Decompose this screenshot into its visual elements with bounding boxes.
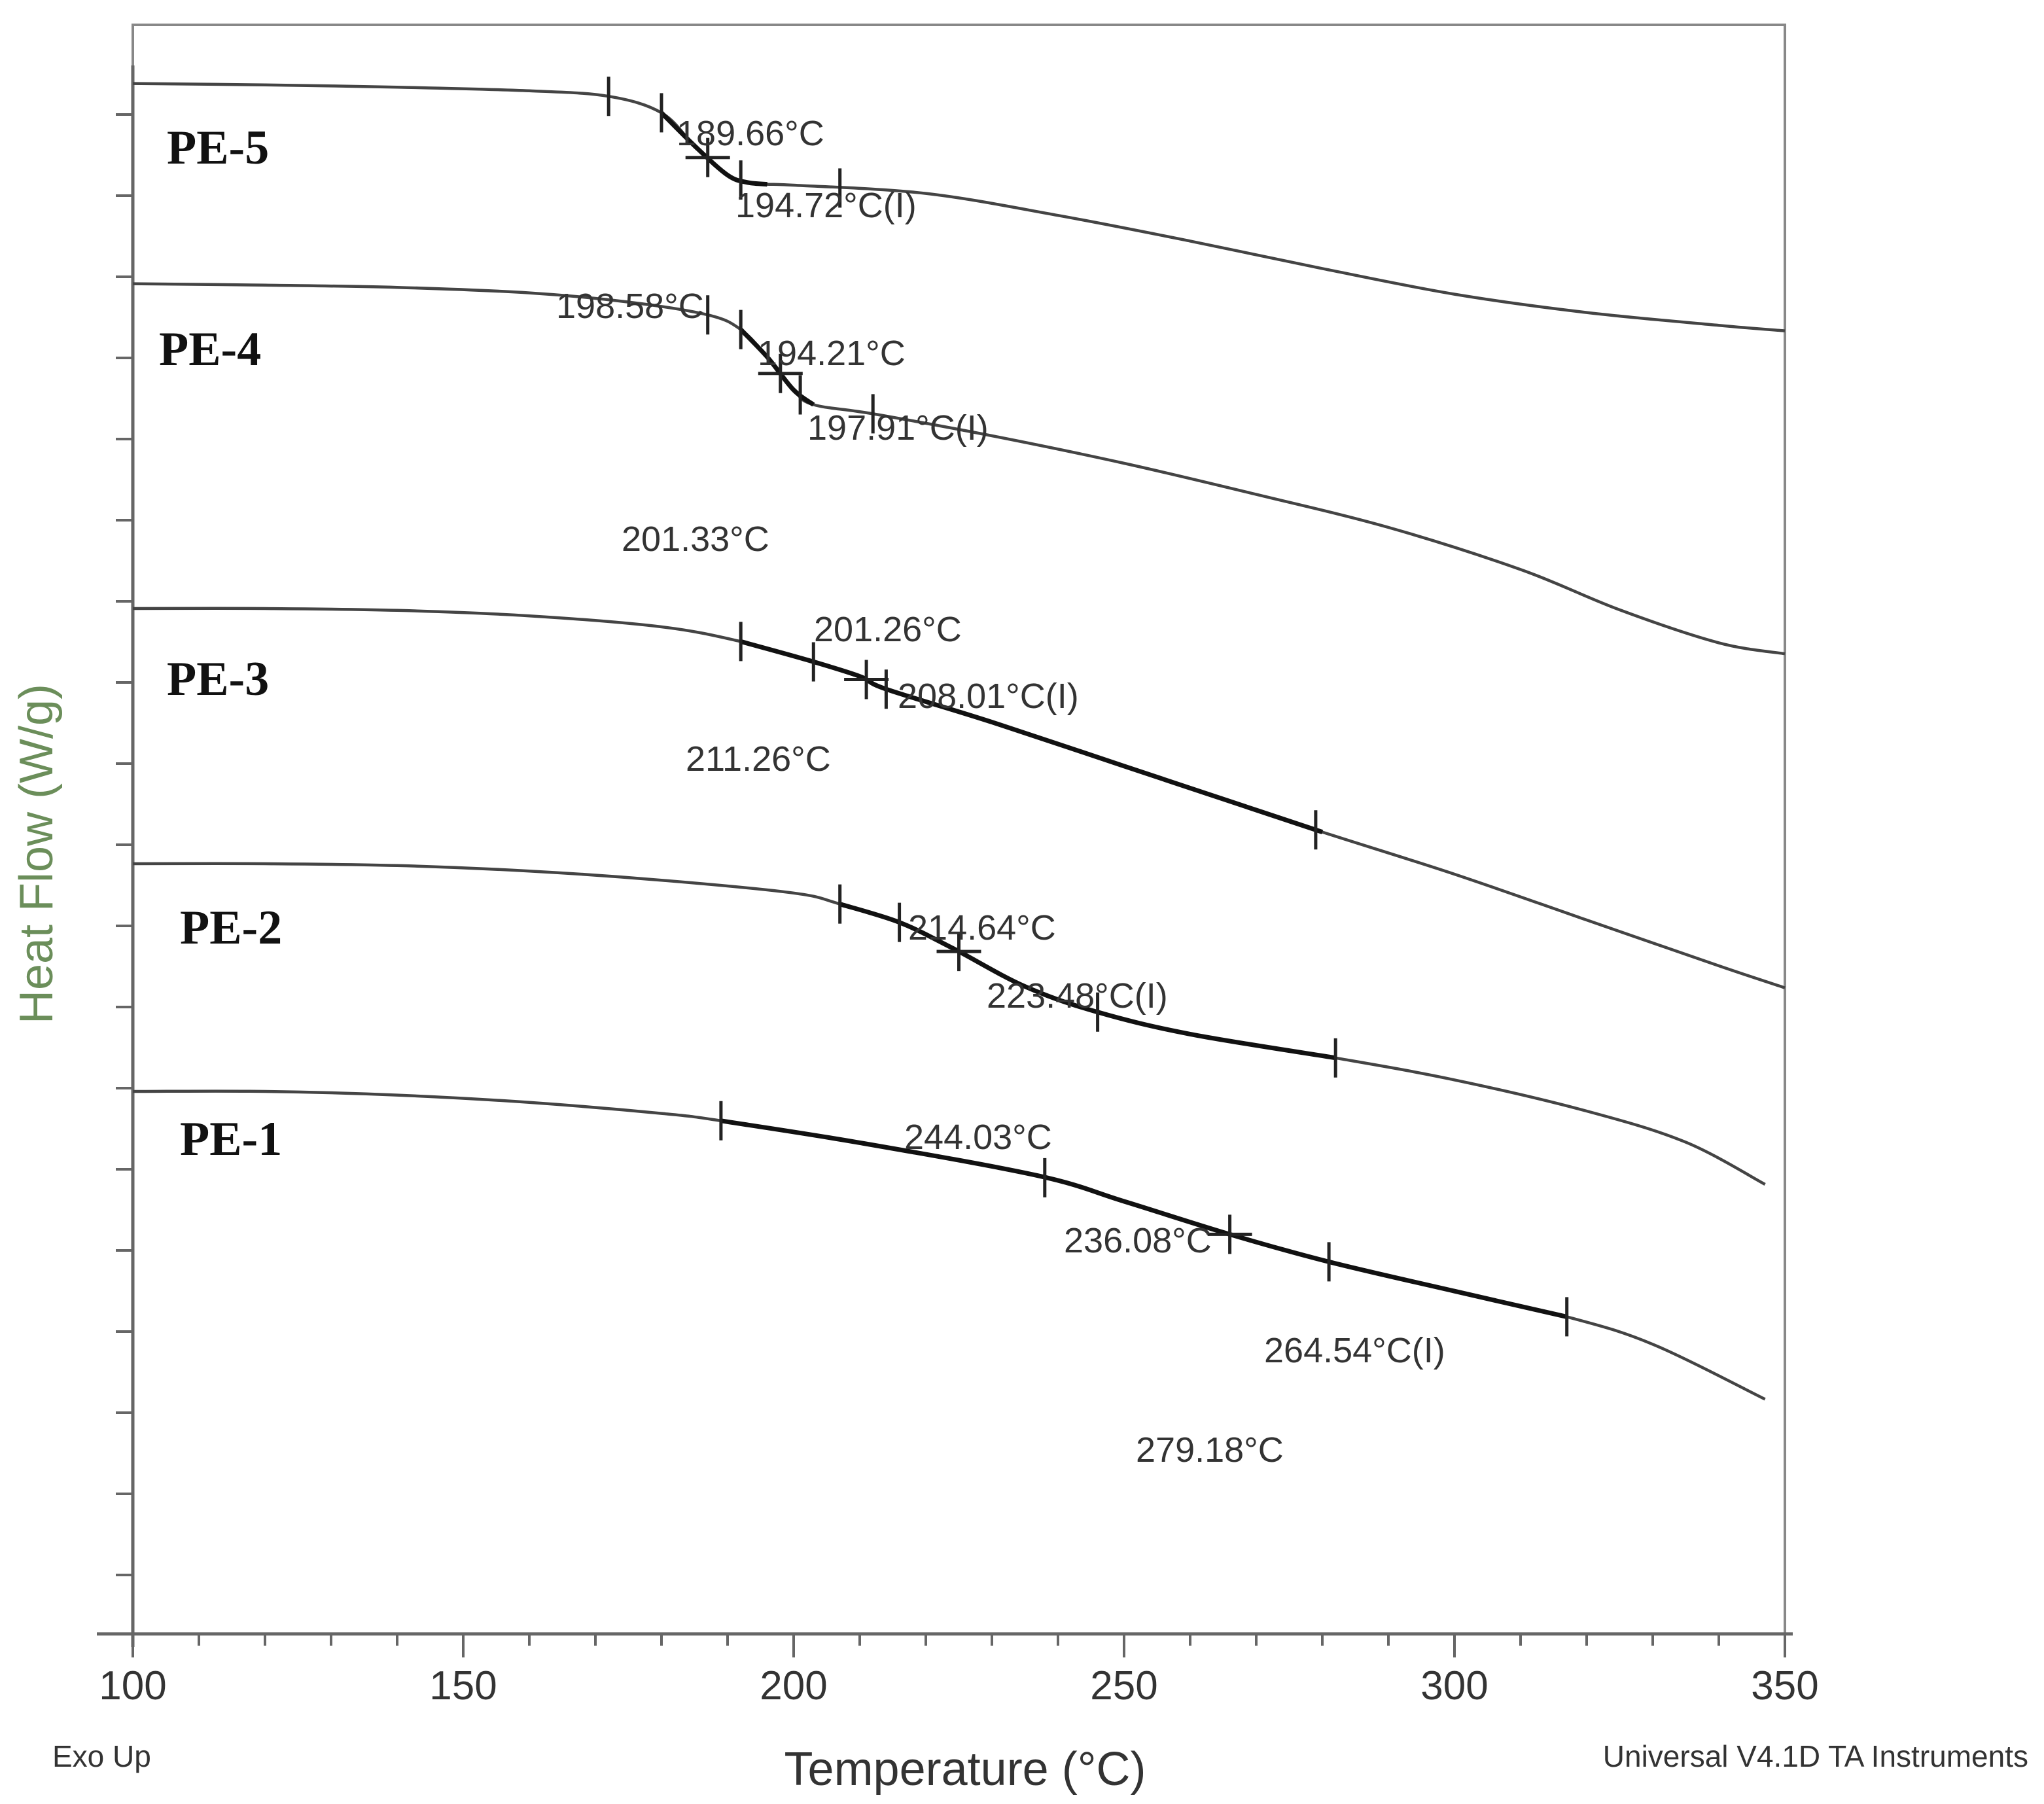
annotation-pe1-onset: 236.08°C — [1064, 1221, 1212, 1260]
annotation-pe4-onset: 194.21°C — [758, 334, 906, 373]
annotation-pe5-end: 198.58°C — [556, 287, 704, 326]
transition-pe-5 — [660, 111, 767, 187]
x-tick-label-300: 300 — [1420, 1663, 1488, 1708]
x-tick-label-100: 100 — [99, 1663, 166, 1708]
annotation-pe3-onset: 201.26°C — [814, 610, 962, 649]
annotation-pe5-inflection: 194.72°C(I) — [735, 186, 917, 225]
exo-up-label: Exo Up — [52, 1739, 151, 1773]
annotation-pe4-end: 201.33°C — [622, 520, 769, 559]
annotation-pe2-inflection: 223.48°C(I) — [987, 976, 1168, 1016]
series-label-pe-1: PE-1 — [180, 1112, 282, 1166]
instrument-label: Universal V4.1D TA Instruments — [1603, 1739, 2028, 1773]
curves — [132, 82, 1786, 1401]
annotation-pe4-inflection: 197.91°C(I) — [807, 408, 989, 448]
annotation-pe1-end: 279.18°C — [1136, 1430, 1284, 1470]
plot-border — [132, 24, 1786, 1635]
plot-frame — [97, 24, 1793, 1647]
curve-pe-5 — [132, 82, 1786, 332]
curve-pe-4 — [132, 282, 1786, 656]
annotation-pe3-end: 211.26°C — [686, 739, 831, 779]
annotation-pe5-onset: 189.66°C — [677, 114, 824, 153]
annotation-pe2-end: 244.03°C — [904, 1118, 1052, 1157]
x-tick-label-150: 150 — [429, 1663, 497, 1708]
x-tick-label-350: 350 — [1751, 1663, 1818, 1708]
y-axis-title: Heat Flow (W/g) — [10, 684, 63, 1024]
y-axis-ticks — [116, 113, 133, 1576]
x-tick-label-200: 200 — [760, 1663, 827, 1708]
series-label-pe-5: PE-5 — [167, 121, 269, 175]
transition-pe-2 — [839, 902, 1336, 1061]
x-tick-label-250: 250 — [1090, 1663, 1157, 1708]
x-axis-ticks: 100 150 200 250 300 350 — [99, 1634, 1819, 1708]
annotation-pe2-onset: 214.64°C — [908, 908, 1056, 947]
annotation-pe1-inflection: 264.54°C(I) — [1264, 1331, 1445, 1370]
series-label-pe-3: PE-3 — [167, 652, 269, 706]
transition-pe-3 — [740, 639, 1324, 834]
markers — [607, 77, 1569, 1337]
transition-pe-1 — [720, 1118, 1568, 1319]
x-axis-title: Temperature (°C) — [784, 1743, 1146, 1795]
series-label-pe-2: PE-2 — [180, 901, 282, 955]
series-label-pe-4: PE-4 — [159, 323, 261, 376]
annotation-pe3-inflection: 208.01°C(I) — [898, 677, 1079, 716]
